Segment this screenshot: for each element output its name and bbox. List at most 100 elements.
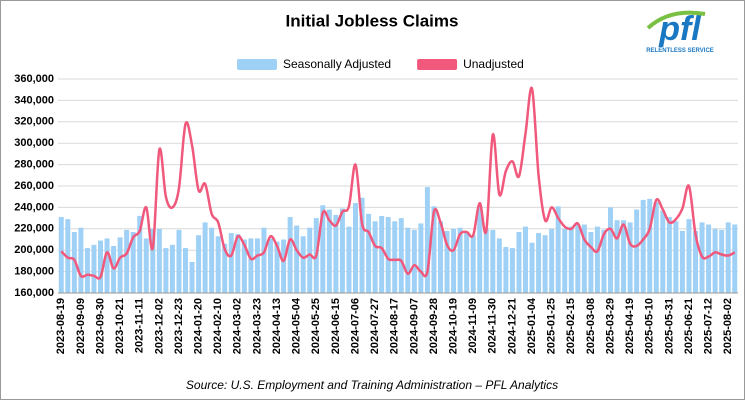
x-tick-label: 2025-05-10 <box>644 298 656 354</box>
bar <box>91 244 97 293</box>
bar <box>150 228 156 293</box>
bar <box>640 199 646 293</box>
bar <box>326 209 332 293</box>
y-tick-label: 280,000 <box>14 159 54 171</box>
bar <box>353 203 358 293</box>
bar <box>281 239 287 293</box>
bar <box>209 227 215 293</box>
bar <box>594 226 600 293</box>
x-tick-label: 2025-05-31 <box>663 298 675 354</box>
x-tick-label: 2024-07-27 <box>369 298 381 354</box>
bar <box>477 206 483 293</box>
bar <box>137 215 143 293</box>
bar <box>294 225 300 293</box>
bar <box>398 218 404 293</box>
bar <box>470 235 476 293</box>
bar <box>228 233 234 293</box>
x-tick-label: 2025-06-21 <box>683 298 695 354</box>
x-tick-label: 2024-06-15 <box>330 298 342 354</box>
y-tick-label: 340,000 <box>14 94 54 106</box>
x-tick-label: 2023-10-21 <box>114 298 126 354</box>
y-tick-label: 360,000 <box>14 73 54 85</box>
bar <box>130 232 136 293</box>
bar <box>241 239 247 293</box>
bar <box>542 235 548 293</box>
x-tick-label: 2023-12-23 <box>173 298 185 354</box>
bar <box>84 248 90 293</box>
bar <box>581 224 587 293</box>
x-tick-label: 2025-07-12 <box>702 298 714 354</box>
bar <box>725 222 731 293</box>
bar <box>647 198 653 293</box>
bar <box>686 219 692 293</box>
bar <box>451 228 457 293</box>
bar <box>222 243 228 293</box>
x-tick-label: 2024-11-09 <box>467 298 479 354</box>
bar <box>614 220 620 293</box>
y-tick-label: 320,000 <box>14 116 54 128</box>
x-tick-label: 2025-08-02 <box>722 298 734 354</box>
x-tick-label: 2024-02-10 <box>212 298 224 354</box>
bar <box>254 238 260 293</box>
bar <box>536 233 542 293</box>
bar <box>320 205 326 293</box>
x-tick-label: 2025-01-25 <box>546 298 558 354</box>
bar <box>418 223 424 293</box>
legend-label: Unadjusted <box>463 57 524 71</box>
bar <box>529 242 535 293</box>
bar <box>666 217 672 293</box>
bar <box>392 221 398 293</box>
bar <box>588 232 594 293</box>
bar <box>411 229 417 293</box>
x-tick-label: 2025-03-29 <box>604 298 616 354</box>
legend-label: Seasonally Adjusted <box>283 57 391 71</box>
x-tick-label: 2023-09-30 <box>94 298 106 354</box>
y-tick-label: 220,000 <box>14 223 54 235</box>
bar <box>490 229 496 293</box>
bar <box>300 236 306 293</box>
bar <box>660 210 666 293</box>
bar <box>372 221 378 293</box>
bar <box>706 224 712 293</box>
y-tick-label: 200,000 <box>14 244 54 256</box>
bar <box>503 246 509 293</box>
line <box>60 86 736 280</box>
bar <box>307 227 313 293</box>
y-tick-label: 160,000 <box>14 287 54 299</box>
bar <box>679 230 685 293</box>
bar <box>274 241 280 293</box>
bar <box>673 221 679 293</box>
x-tick-label: 2025-03-08 <box>585 298 597 354</box>
bar <box>464 233 470 293</box>
bar <box>117 237 123 293</box>
bar <box>549 228 555 293</box>
bar <box>346 226 352 293</box>
legend-swatch <box>237 59 277 70</box>
x-tick-label: 2023-08-19 <box>55 298 67 354</box>
bar <box>339 208 345 293</box>
bar <box>627 222 633 293</box>
bar <box>156 228 162 293</box>
x-tick-label: 2024-08-17 <box>389 298 401 354</box>
bar <box>98 240 103 293</box>
x-tick-label: 2024-11-30 <box>487 298 499 354</box>
bar <box>124 229 130 293</box>
bar <box>287 217 293 293</box>
bar <box>268 238 273 293</box>
bar <box>516 232 522 293</box>
x-tick-label: 2025-02-15 <box>565 298 577 354</box>
bar <box>509 248 515 293</box>
bar <box>248 238 254 293</box>
legend-swatch <box>417 59 458 70</box>
y-tick-label: 300,000 <box>14 137 54 149</box>
x-tick-label: 2024-10-19 <box>447 298 459 354</box>
bar <box>444 230 450 293</box>
bar <box>189 261 195 293</box>
x-tick-label: 2023-09-09 <box>75 298 87 354</box>
bar <box>366 213 372 293</box>
bar <box>431 206 437 293</box>
bar <box>58 217 64 293</box>
source: Source: U.S. Employment and Training Adm… <box>186 378 558 392</box>
x-tick-label: 2025-01-04 <box>526 297 538 354</box>
logo-swoosh <box>646 10 706 30</box>
